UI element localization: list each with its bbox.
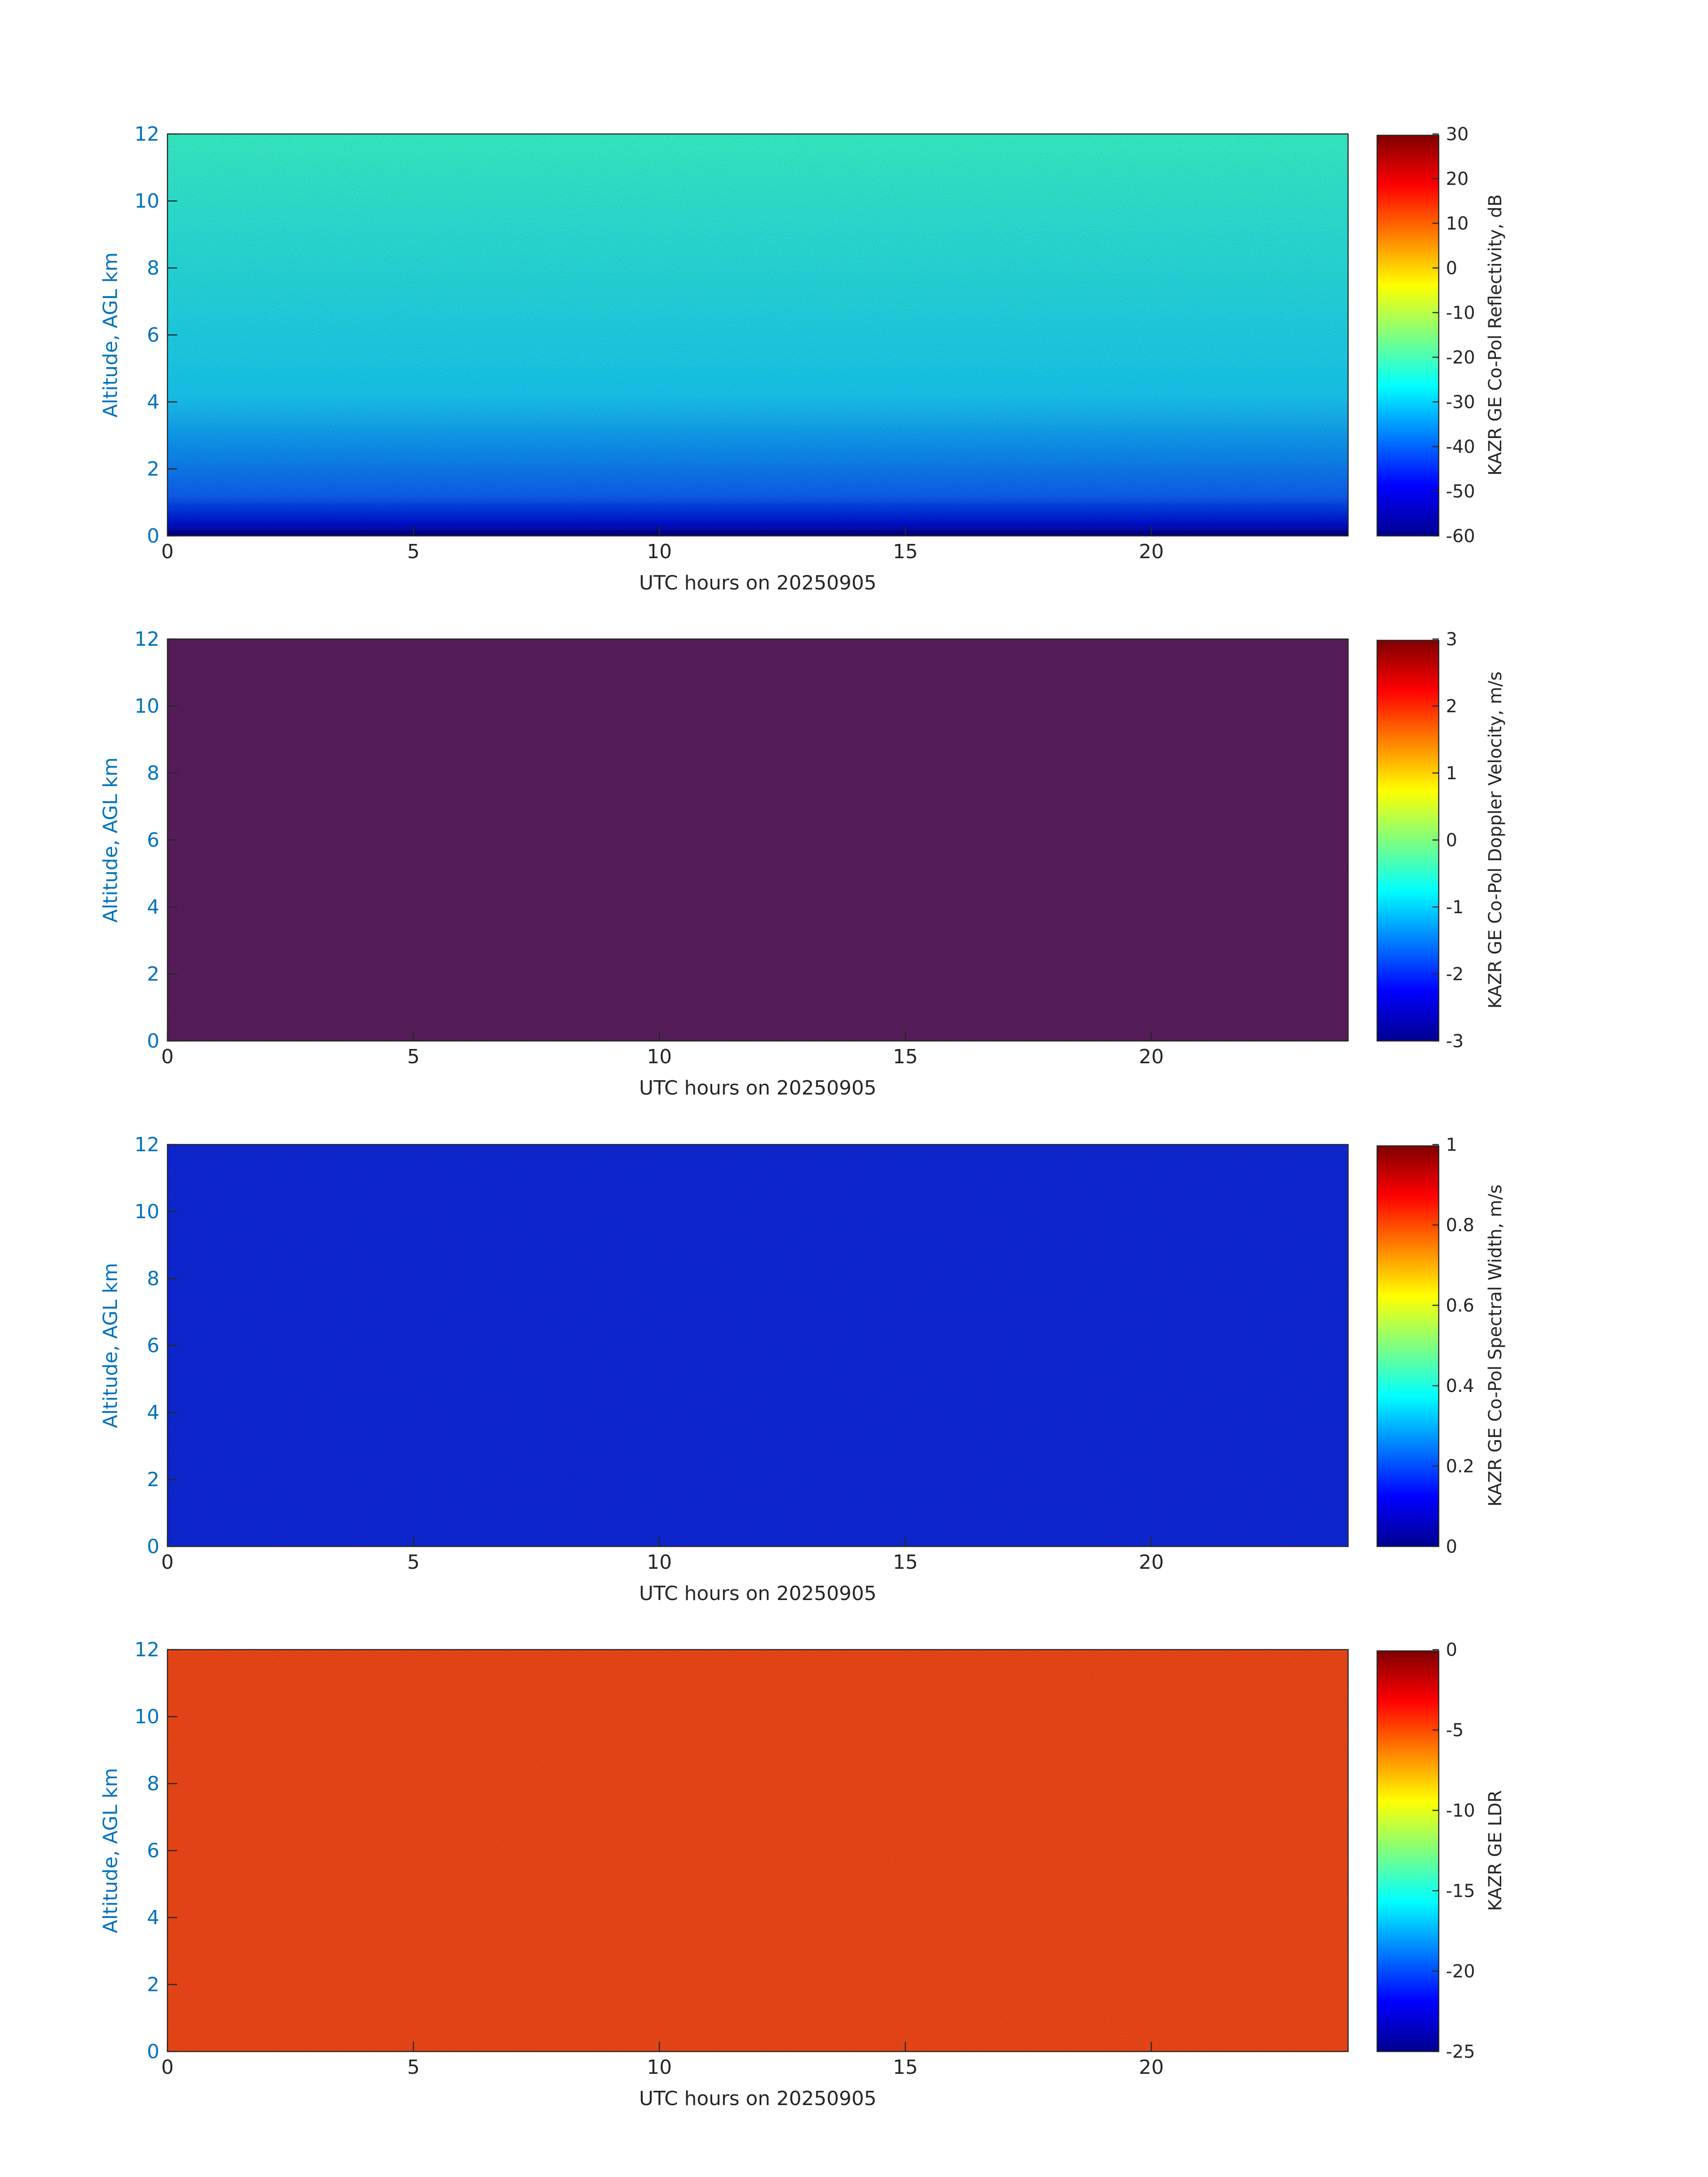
heatmap-field [167, 1145, 1348, 1546]
x-tick-label: 10 [647, 1551, 672, 1574]
y-tick-label: 12 [134, 123, 159, 146]
x-tick-label: 5 [407, 540, 420, 563]
colorbar-tick-label: -25 [1446, 2042, 1475, 2062]
x-tick-label: 5 [407, 1551, 420, 1574]
y-tick-label: 2 [147, 1973, 159, 1996]
x-tick-label: 20 [1139, 1551, 1164, 1574]
colorbar-tick-label: -40 [1446, 437, 1475, 457]
y-tick-label: 12 [134, 628, 159, 651]
y-tick-label: 6 [147, 1839, 159, 1862]
colorbar-tick-label: 2 [1446, 696, 1457, 717]
y-tick-label: 10 [134, 1200, 159, 1223]
colorbar-tick-label: -10 [1446, 303, 1475, 323]
colorbar [1376, 1145, 1440, 1547]
x-tick-label: 0 [161, 540, 174, 563]
colorbar-tick-label: 0 [1446, 1537, 1457, 1557]
y-tick-label: 6 [147, 829, 159, 852]
colorbar-tick-label: -50 [1446, 481, 1475, 502]
colorbar-tick-label: -20 [1446, 347, 1475, 368]
y-tick-label: 8 [147, 762, 159, 785]
y-tick-label: 0 [147, 1030, 159, 1053]
y-tick-label: 10 [134, 695, 159, 718]
colorbar-tick-label: -15 [1446, 1881, 1475, 1901]
y-tick-label: 2 [147, 458, 159, 481]
colorbar [1376, 1650, 1440, 2052]
x-tick-label: 10 [647, 2056, 672, 2079]
colorbar-tick-label: 0.6 [1446, 1295, 1474, 1316]
colorbar-label: KAZR GE Co-Pol Doppler Velocity, m/s [1485, 672, 1506, 1009]
colorbar-tick-label: 1 [1446, 1135, 1457, 1155]
y-tick-label: 4 [147, 1401, 159, 1424]
colorbar [1376, 639, 1440, 1042]
x-axis-label: UTC hours on 20250905 [639, 572, 877, 594]
colorbar-tick-label: -30 [1446, 392, 1475, 413]
colorbar-tick-label: 0 [1446, 258, 1457, 279]
colorbar-tick-label: -60 [1446, 526, 1475, 547]
colorbar-tick-label: 20 [1446, 169, 1469, 189]
colorbar-tick-label: 0 [1446, 1640, 1457, 1660]
y-tick-label: 12 [134, 1638, 159, 1661]
y-tick-label: 12 [134, 1133, 159, 1156]
colorbar-label: KAZR GE LDR [1485, 1790, 1506, 1911]
x-tick-label: 20 [1139, 540, 1164, 563]
x-tick-label: 0 [161, 1551, 174, 1574]
x-tick-label: 10 [647, 1045, 672, 1068]
colorbar-tick-label: 3 [1446, 629, 1457, 650]
y-tick-label: 0 [147, 1535, 159, 1558]
y-tick-label: 0 [147, 525, 159, 547]
heatmap-field [167, 134, 1348, 536]
colorbar-label: KAZR GE Co-Pol Reflectivity, dB [1485, 194, 1506, 476]
colorbar-tick-label: -20 [1446, 1961, 1475, 1982]
x-axis-label: UTC hours on 20250905 [639, 1077, 877, 1099]
colorbar-tick-label: -2 [1446, 964, 1464, 985]
y-axis-label: Altitude, AGL km [99, 1263, 122, 1428]
colorbar-tick-label: -1 [1446, 897, 1464, 918]
y-tick-label: 2 [147, 963, 159, 986]
y-tick-label: 4 [147, 391, 159, 414]
x-tick-label: 20 [1139, 2056, 1164, 2079]
x-tick-label: 5 [407, 1045, 420, 1068]
y-tick-label: 0 [147, 2040, 159, 2063]
heatmap-field [167, 1650, 1348, 2052]
colorbar-tick-label: 0.8 [1446, 1215, 1474, 1236]
y-tick-label: 10 [134, 190, 159, 213]
y-axis-label: Altitude, AGL km [99, 252, 122, 418]
y-tick-label: 6 [147, 1334, 159, 1357]
y-tick-label: 4 [147, 1906, 159, 1929]
y-tick-label: 8 [147, 257, 159, 280]
x-tick-label: 10 [647, 540, 672, 563]
y-axis-label: Altitude, AGL km [99, 1768, 122, 1933]
y-axis-label: Altitude, AGL km [99, 757, 122, 923]
y-tick-label: 10 [134, 1705, 159, 1728]
colorbar-tick-label: 10 [1446, 213, 1469, 234]
y-tick-label: 8 [147, 1772, 159, 1795]
x-tick-label: 15 [893, 1551, 918, 1574]
colorbar [1376, 134, 1440, 537]
x-tick-label: 0 [161, 2056, 174, 2079]
x-axis-label: UTC hours on 20250905 [639, 2087, 877, 2110]
colorbar-label: KAZR GE Co-Pol Spectral Width, m/s [1485, 1184, 1506, 1506]
colorbar-tick-label: 1 [1446, 763, 1457, 784]
x-axis-label: UTC hours on 20250905 [639, 1582, 877, 1605]
colorbar-tick-label: 0.4 [1446, 1376, 1474, 1396]
x-tick-label: 15 [893, 2056, 918, 2079]
x-tick-label: 20 [1139, 1045, 1164, 1068]
y-tick-label: 8 [147, 1267, 159, 1290]
colorbar-tick-label: 0.2 [1446, 1456, 1474, 1477]
colorbar-tick-label: -5 [1446, 1720, 1464, 1741]
x-tick-label: 0 [161, 1045, 174, 1068]
y-tick-label: 6 [147, 324, 159, 347]
y-tick-label: 4 [147, 896, 159, 919]
colorbar-tick-label: 30 [1446, 124, 1469, 145]
colorbar-tick-label: -10 [1446, 1801, 1475, 1821]
x-tick-label: 5 [407, 2056, 420, 2079]
x-tick-label: 15 [893, 1045, 918, 1068]
colorbar-tick-label: 0 [1446, 830, 1457, 851]
x-tick-label: 15 [893, 540, 918, 563]
heatmap-field [167, 639, 1348, 1041]
colorbar-tick-label: -3 [1446, 1031, 1464, 1052]
y-tick-label: 2 [147, 1468, 159, 1491]
